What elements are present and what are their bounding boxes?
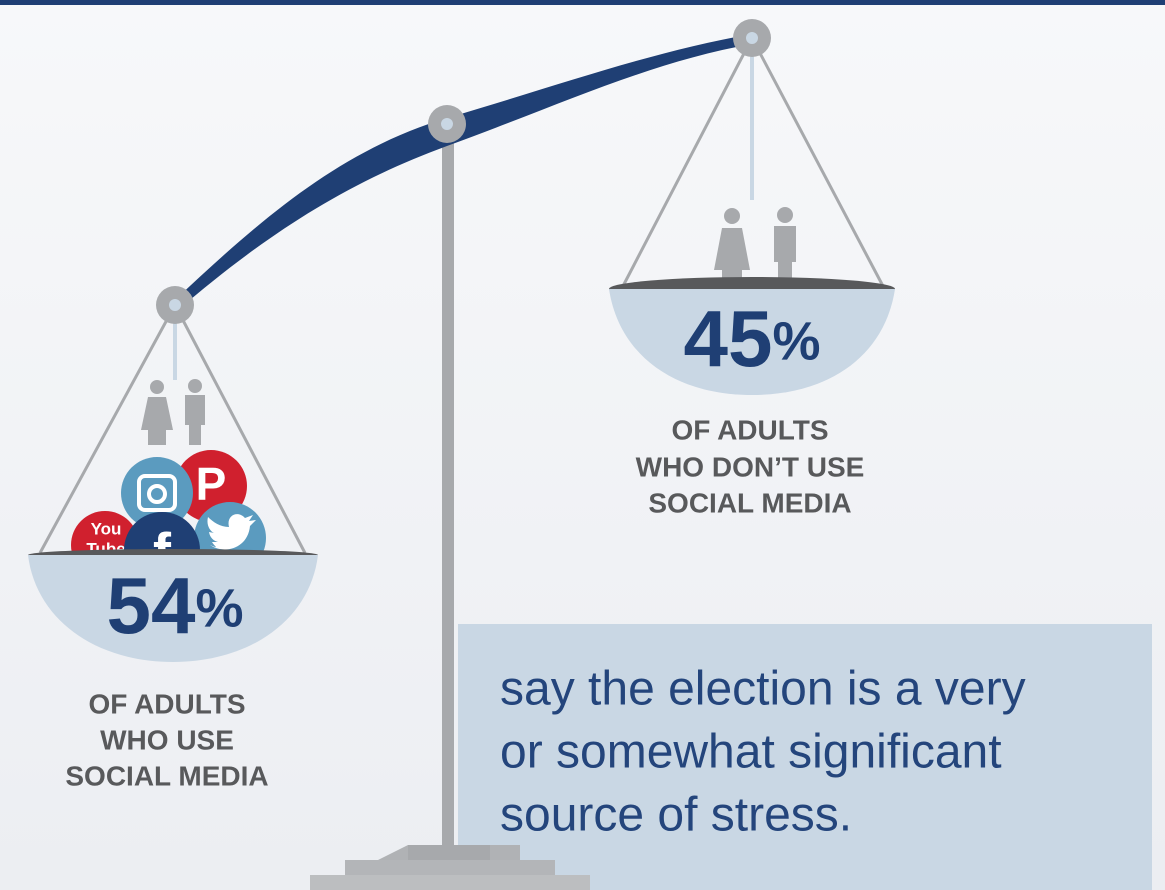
percent: 45%	[684, 294, 821, 383]
percent: 54%	[107, 561, 244, 650]
base	[310, 875, 590, 890]
youtube-label: You	[91, 519, 122, 538]
message-line: say the election is a very	[500, 663, 1026, 716]
string	[38, 304, 177, 554]
message-line: source of stress.	[500, 789, 852, 842]
caption: SOCIAL MEDIA	[648, 487, 851, 518]
top-bar	[0, 0, 1165, 5]
percent-unit: %	[195, 578, 243, 638]
people-icon	[141, 379, 205, 445]
instagram-icon	[121, 457, 193, 529]
pivot	[169, 299, 181, 311]
youtube-icon	[71, 511, 139, 555]
pan	[609, 289, 895, 395]
facebook-label: f	[153, 522, 172, 582]
pole	[442, 124, 454, 854]
string	[173, 304, 307, 554]
percent-number: 54	[107, 561, 196, 650]
pan	[28, 555, 318, 662]
base	[345, 860, 555, 875]
percent-unit: %	[772, 311, 820, 371]
caption: WHO USE	[100, 724, 234, 755]
pinterest-label: P	[196, 458, 227, 510]
string	[750, 37, 886, 289]
percent-number: 45	[684, 294, 773, 383]
caption: SOCIAL MEDIA	[65, 760, 268, 791]
string	[620, 37, 754, 289]
pivot	[441, 118, 453, 130]
caption: WHO DON’T USE	[636, 451, 865, 482]
message-line: or somewhat significant	[500, 726, 1002, 779]
instagram-icon	[137, 474, 177, 512]
base	[408, 845, 490, 860]
twitter-icon	[207, 514, 256, 550]
instagram-icon	[147, 484, 167, 504]
caption: OF ADULTS	[671, 414, 828, 445]
message-box	[458, 624, 1152, 890]
facebook-icon	[124, 512, 200, 555]
pivot	[746, 32, 758, 44]
caption: OF ADULTS	[88, 688, 245, 719]
